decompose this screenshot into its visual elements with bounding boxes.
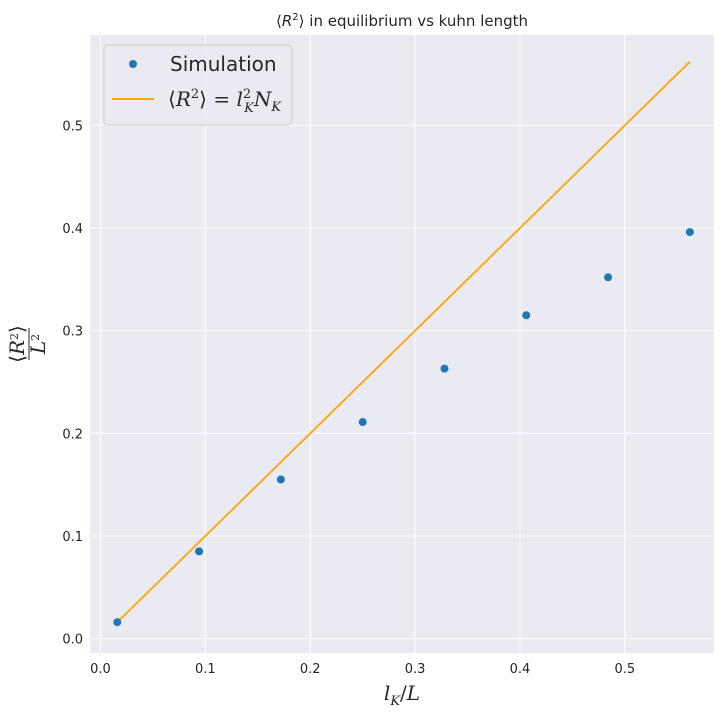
y-tick-label: 0.0 (62, 633, 83, 648)
x-tick-label: 0.5 (615, 662, 636, 677)
legend-marker-simulation (129, 60, 137, 68)
x-axis-label: lK/L (384, 681, 420, 709)
x-tick-label: 0.2 (300, 662, 321, 677)
data-point (195, 547, 204, 556)
y-tick-label: 0.2 (62, 427, 83, 442)
y-tick-label: 0.5 (62, 119, 83, 134)
scatter-series (113, 228, 694, 627)
svg-text:⟨R2⟩: ⟨R2⟩ (5, 325, 29, 363)
legend: Simulation ⟨R2⟩ = l2 KNK (103, 44, 293, 126)
chart-title: ⟨R2⟩ in equilibrium vs kuhn length (276, 12, 528, 30)
svg-text:L2: L2 (26, 334, 50, 355)
data-point (113, 618, 122, 627)
data-point (522, 311, 531, 320)
data-point (276, 475, 285, 484)
line-series (116, 61, 691, 623)
y-axis-label: ⟨R2⟩ L2 (5, 325, 50, 363)
data-point (604, 273, 613, 282)
x-tick-label: 0.0 (90, 662, 111, 677)
x-tick-label: 0.4 (510, 662, 531, 677)
data-point (440, 364, 449, 373)
y-tick-labels: 0.0 0.1 0.2 0.3 0.4 0.5 (62, 119, 83, 647)
y-tick-label: 0.1 (62, 530, 83, 545)
grid (90, 35, 714, 653)
legend-box (103, 44, 293, 126)
data-point (358, 418, 367, 427)
legend-label-simulation: Simulation (170, 52, 277, 76)
x-tick-label: 0.1 (195, 662, 216, 677)
data-point (685, 228, 694, 237)
y-tick-label: 0.4 (62, 222, 83, 237)
legend-label-theory: ⟨R2⟩ = l2 KNK (168, 87, 282, 116)
x-tick-labels: 0.0 0.1 0.2 0.3 0.4 0.5 (90, 662, 635, 677)
theory-line (116, 61, 691, 623)
y-tick-label: 0.3 (62, 325, 83, 340)
x-tick-label: 0.3 (405, 662, 426, 677)
